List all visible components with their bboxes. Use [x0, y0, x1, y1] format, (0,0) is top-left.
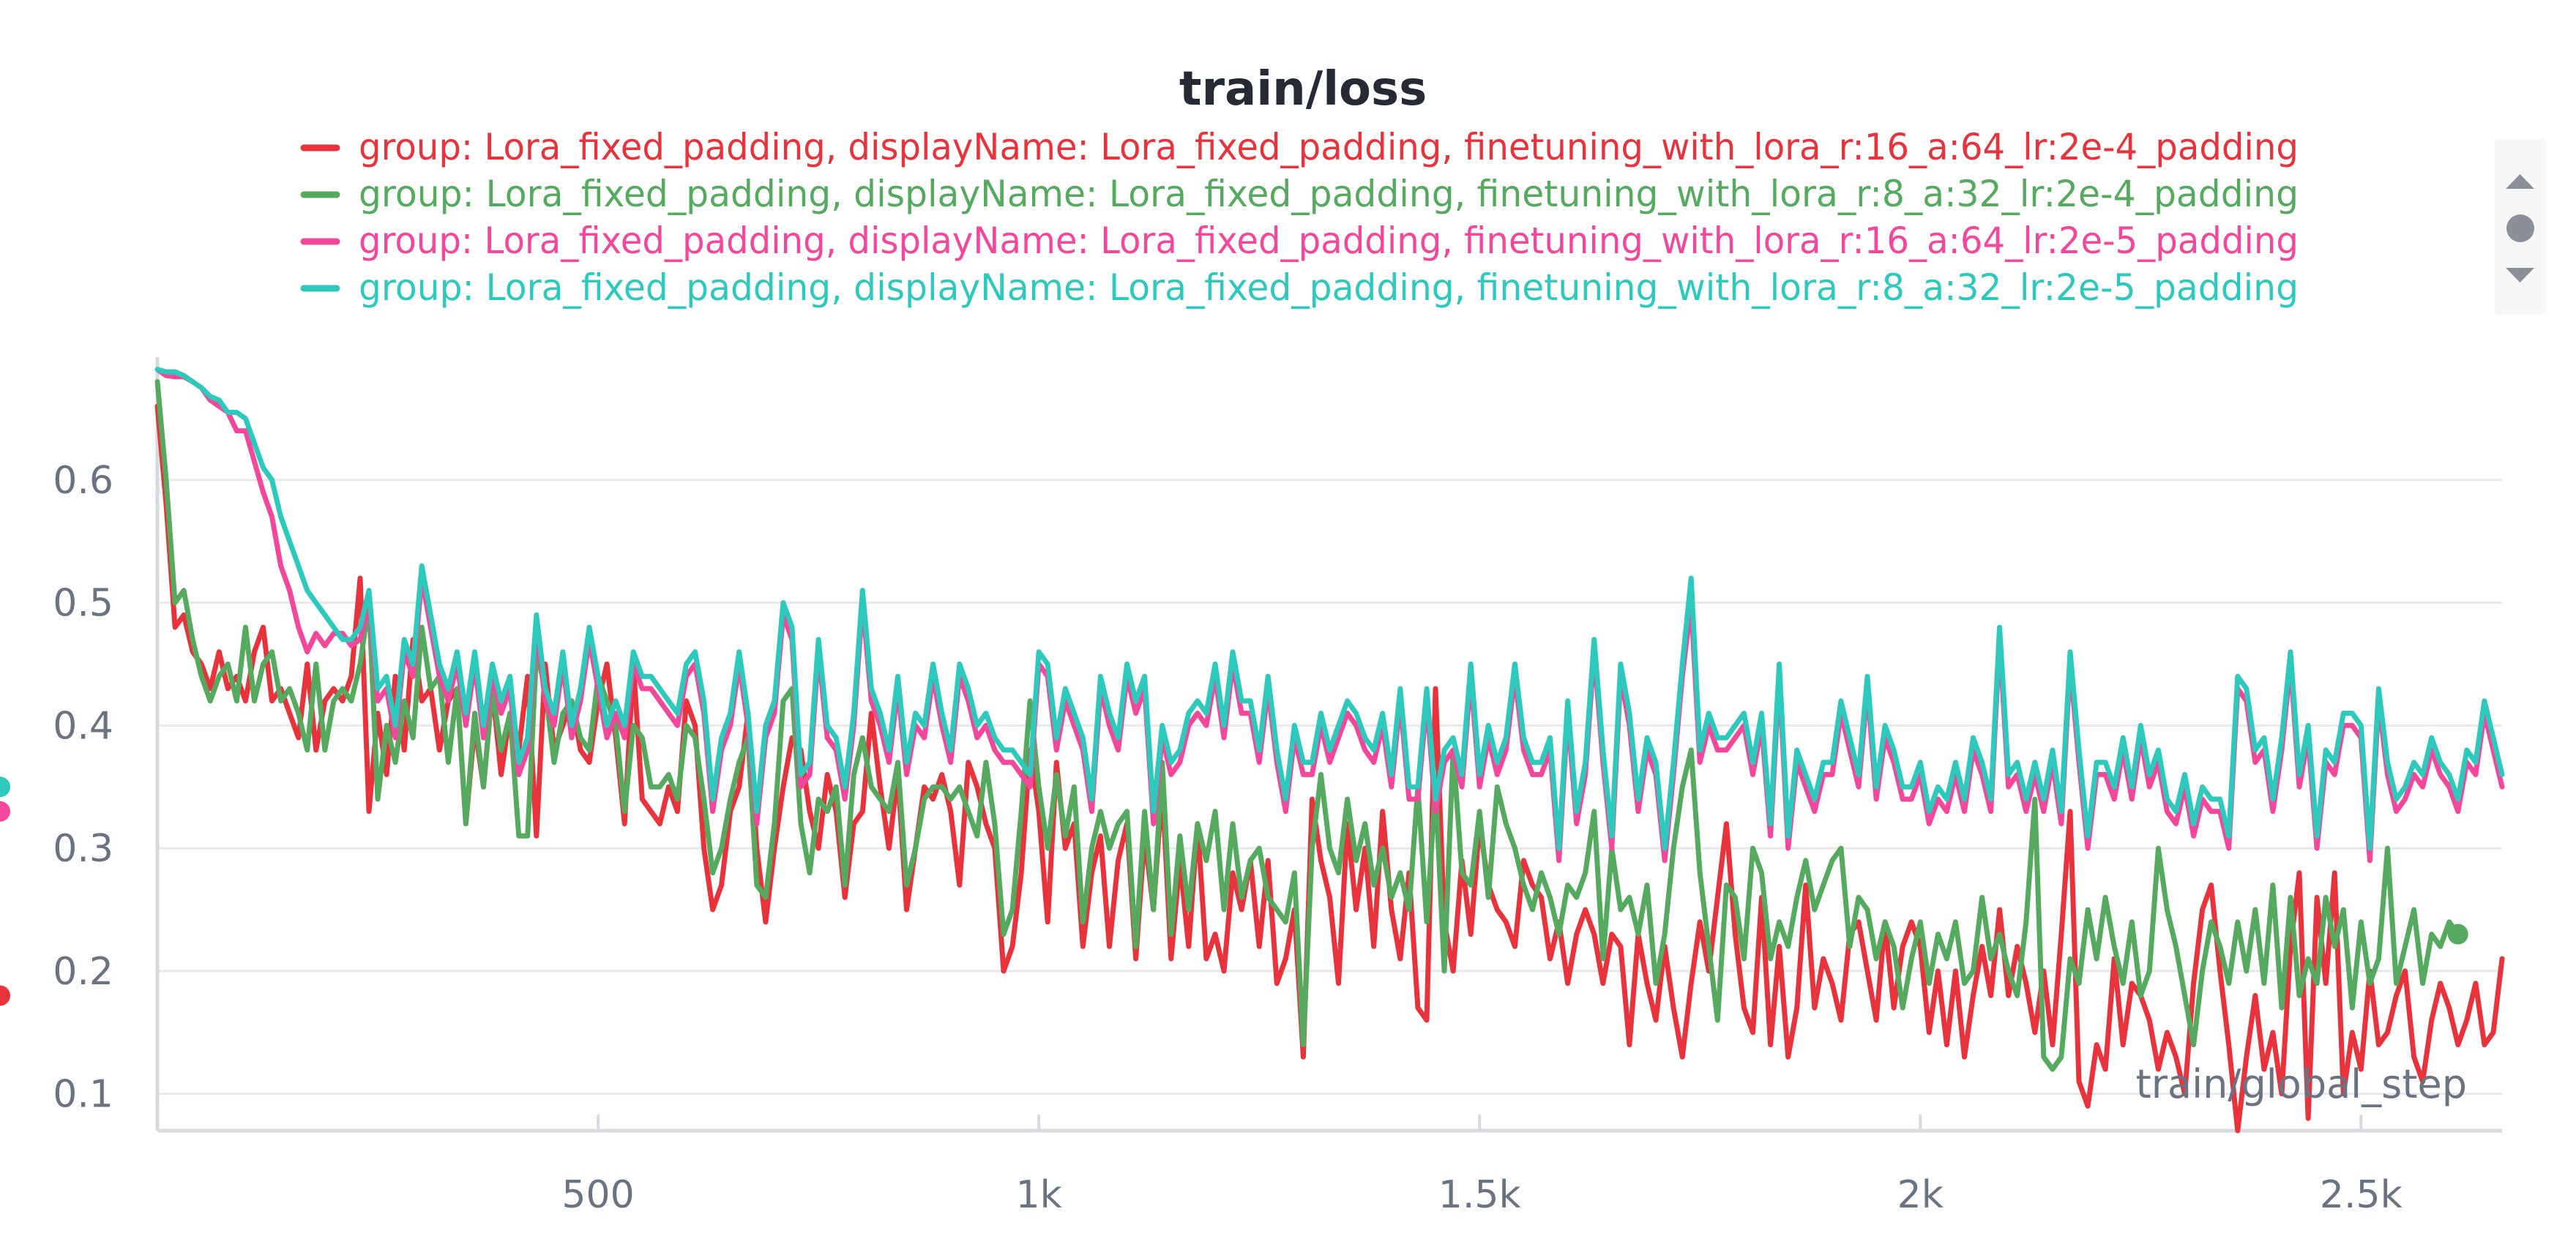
series-endpoint-2 — [2447, 924, 2468, 945]
triangle-up-icon[interactable] — [2506, 174, 2534, 189]
legend-item[interactable]: group: Lora_fixed_padding, displayName: … — [300, 220, 2299, 262]
y-tick-label: 0.1 — [53, 1073, 113, 1117]
legend-label: group: Lora_fixed_padding, displayName: … — [359, 220, 2299, 262]
x-axis-title: train/global_step — [2136, 1061, 2467, 1107]
series-lines — [154, 367, 2505, 1134]
axes: 0.1 0.2 0.3 0.4 0.5 0.6 500 1k 1.5k 2k 2.5k — [53, 357, 2502, 1217]
series-line-3 — [154, 367, 2505, 864]
circle-icon[interactable] — [2506, 214, 2534, 242]
y-tick-label: 0.6 — [53, 459, 113, 503]
legend: group: Lora_fixed_padding, displayName: … — [300, 126, 2299, 309]
x-tick-label: 2k — [1897, 1173, 1944, 1217]
series-line-4 — [154, 367, 2505, 851]
x-tick-label: 1k — [1016, 1173, 1062, 1217]
legend-item[interactable]: group: Lora_fixed_padding, displayName: … — [300, 126, 2299, 168]
x-tick-label: 2.5k — [2320, 1173, 2403, 1217]
series-endpoint-4 — [0, 776, 10, 798]
legend-item[interactable]: group: Lora_fixed_padding, displayName: … — [300, 266, 2299, 309]
series-endpoint-3 — [0, 801, 10, 822]
y-tick-label: 0.3 — [53, 827, 113, 871]
legend-label: group: Lora_fixed_padding, displayName: … — [359, 126, 2299, 168]
series-endpoints — [0, 776, 2468, 1006]
legend-label: group: Lora_fixed_padding, displayName: … — [359, 266, 2299, 309]
x-tick-label: 1.5k — [1438, 1173, 1521, 1217]
legend-scroll-controls[interactable] — [2495, 139, 2546, 315]
y-tick-label: 0.2 — [53, 950, 113, 994]
y-tick-label: 0.5 — [53, 582, 113, 626]
chart-title: train/loss — [1179, 62, 1427, 116]
y-tick-label: 0.4 — [53, 704, 113, 748]
series-endpoint-1 — [0, 985, 10, 1006]
triangle-down-icon[interactable] — [2506, 268, 2534, 282]
legend-label: group: Lora_fixed_padding, displayName: … — [359, 173, 2299, 215]
x-tick-label: 500 — [561, 1173, 634, 1217]
legend-item[interactable]: group: Lora_fixed_padding, displayName: … — [300, 173, 2299, 215]
